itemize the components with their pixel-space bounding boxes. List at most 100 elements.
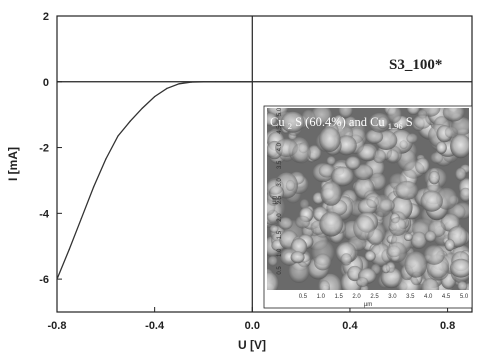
inset-y-tick-label: 0.5 bbox=[277, 266, 283, 275]
afm-grain bbox=[404, 251, 428, 278]
inset-y-tick-label: 1.5 bbox=[277, 230, 283, 239]
zero-reference-lines bbox=[57, 16, 472, 312]
data-point bbox=[129, 120, 131, 122]
data-point bbox=[166, 87, 168, 89]
inset-x-tick-label: 0.5 bbox=[299, 294, 308, 300]
afm-grain bbox=[269, 225, 279, 233]
afm-grain bbox=[459, 187, 469, 202]
afm-grain bbox=[292, 143, 311, 164]
inset-x-tick-label: 1.0 bbox=[317, 294, 326, 300]
data-point bbox=[80, 217, 82, 219]
afm-grain bbox=[450, 134, 469, 159]
y-tick-labels: 2 0 -2 -4 -6 bbox=[39, 11, 50, 286]
x-tick-label: 0.0 bbox=[245, 320, 260, 332]
afm-grain bbox=[299, 199, 310, 210]
inset-x-tick-label: 5.0 bbox=[460, 294, 469, 300]
afm-grain bbox=[372, 149, 387, 164]
data-point bbox=[251, 81, 253, 83]
afm-grain bbox=[430, 152, 444, 164]
inset-title: Cu 2 S (60.4%) and Cu 1.96 S bbox=[270, 115, 413, 132]
inset-y-tick-label: 1.0 bbox=[277, 248, 283, 257]
afm-grain bbox=[406, 108, 420, 115]
afm-grain bbox=[356, 144, 376, 161]
afm-grain bbox=[428, 170, 440, 185]
afm-grain bbox=[399, 140, 408, 150]
y-tick-label: -4 bbox=[39, 208, 50, 220]
afm-grain bbox=[311, 108, 333, 126]
y-axis-label: I [mA] bbox=[6, 147, 20, 181]
inset-y-tick-label: 3.5 bbox=[277, 160, 283, 169]
inset-y-tick-label: 3.0 bbox=[277, 178, 283, 187]
afm-grain bbox=[386, 149, 399, 163]
afm-grain bbox=[345, 156, 361, 170]
inset-y-tick-label: 2.0 bbox=[277, 213, 283, 222]
sample-annotation: S3_100* bbox=[389, 57, 442, 73]
afm-grain bbox=[395, 180, 419, 200]
inset-title-part: S (60.4%) and Cu bbox=[295, 115, 385, 129]
afm-grain bbox=[326, 156, 336, 166]
afm-grain bbox=[295, 215, 310, 229]
afm-grain bbox=[388, 217, 407, 236]
afm-grain bbox=[367, 228, 384, 246]
afm-grain bbox=[336, 135, 357, 156]
afm-grain bbox=[267, 199, 276, 216]
data-point bbox=[141, 107, 143, 109]
afm-grain bbox=[280, 111, 305, 133]
afm-grain bbox=[285, 180, 295, 191]
afm-grain bbox=[457, 281, 468, 290]
afm-surface-image bbox=[267, 108, 469, 290]
afm-grain bbox=[340, 253, 352, 266]
afm-grain bbox=[403, 161, 425, 179]
afm-grain bbox=[267, 112, 278, 127]
data-point bbox=[227, 81, 229, 83]
inset-x-tick-labels: 0.5 1.0 1.5 2.0 2.5 3.0 3.5 4.0 4.5 5.0 bbox=[299, 294, 469, 300]
afm-grain bbox=[410, 231, 427, 249]
x-tick-labels: -0.8 -0.4 0.0 0.4 0.8 bbox=[48, 320, 456, 332]
afm-grain bbox=[421, 278, 440, 290]
y-tick-label: -2 bbox=[39, 143, 49, 155]
inset-y-tick-label: 4.5 bbox=[277, 125, 283, 134]
afm-grain bbox=[314, 253, 332, 271]
afm-grain bbox=[288, 260, 310, 283]
afm-grain bbox=[386, 241, 407, 263]
afm-grain bbox=[267, 255, 278, 267]
afm-grain bbox=[455, 167, 467, 181]
afm-inset: Cu 2 S (60.4%) and Cu 1.96 S 0.5 1.0 1.5 2.… bbox=[263, 105, 473, 309]
inset-y-axis-label: µm bbox=[272, 196, 278, 204]
afm-grain bbox=[403, 233, 413, 242]
afm-grain bbox=[423, 245, 445, 265]
x-tick-label: 0.4 bbox=[342, 320, 358, 332]
afm-grain bbox=[386, 108, 402, 124]
afm-grain bbox=[449, 258, 469, 278]
afm-grain bbox=[436, 141, 447, 154]
afm-grain bbox=[444, 239, 455, 251]
afm-grain bbox=[320, 181, 342, 206]
afm-grain bbox=[307, 145, 322, 161]
x-tick-label: -0.8 bbox=[48, 320, 67, 332]
x-axis-label: U [V] bbox=[238, 338, 266, 352]
data-point bbox=[178, 83, 180, 85]
afm-grain bbox=[364, 250, 376, 262]
afm-grain bbox=[267, 271, 279, 290]
inset-x-tick-label: 1.5 bbox=[335, 294, 344, 300]
x-tick-label: 0.8 bbox=[440, 320, 455, 332]
iv-curve-points bbox=[56, 81, 253, 280]
inset-title-subscript: 2 bbox=[288, 121, 292, 131]
afm-grain bbox=[318, 280, 330, 290]
afm-grain bbox=[318, 163, 335, 178]
data-point bbox=[68, 248, 70, 251]
afm-grain bbox=[338, 108, 353, 119]
data-point bbox=[215, 81, 217, 83]
afm-grain bbox=[319, 126, 341, 152]
afm-grain bbox=[301, 109, 316, 127]
data-point bbox=[190, 81, 192, 83]
y-tick-label: -6 bbox=[39, 274, 49, 286]
inset-title-part: Cu bbox=[270, 115, 285, 129]
afm-grain bbox=[420, 190, 443, 212]
afm-grain bbox=[442, 108, 465, 122]
data-point bbox=[56, 278, 58, 280]
inset-x-tick-label: 2.0 bbox=[352, 294, 361, 300]
afm-grain bbox=[331, 166, 354, 187]
data-point bbox=[202, 81, 205, 83]
